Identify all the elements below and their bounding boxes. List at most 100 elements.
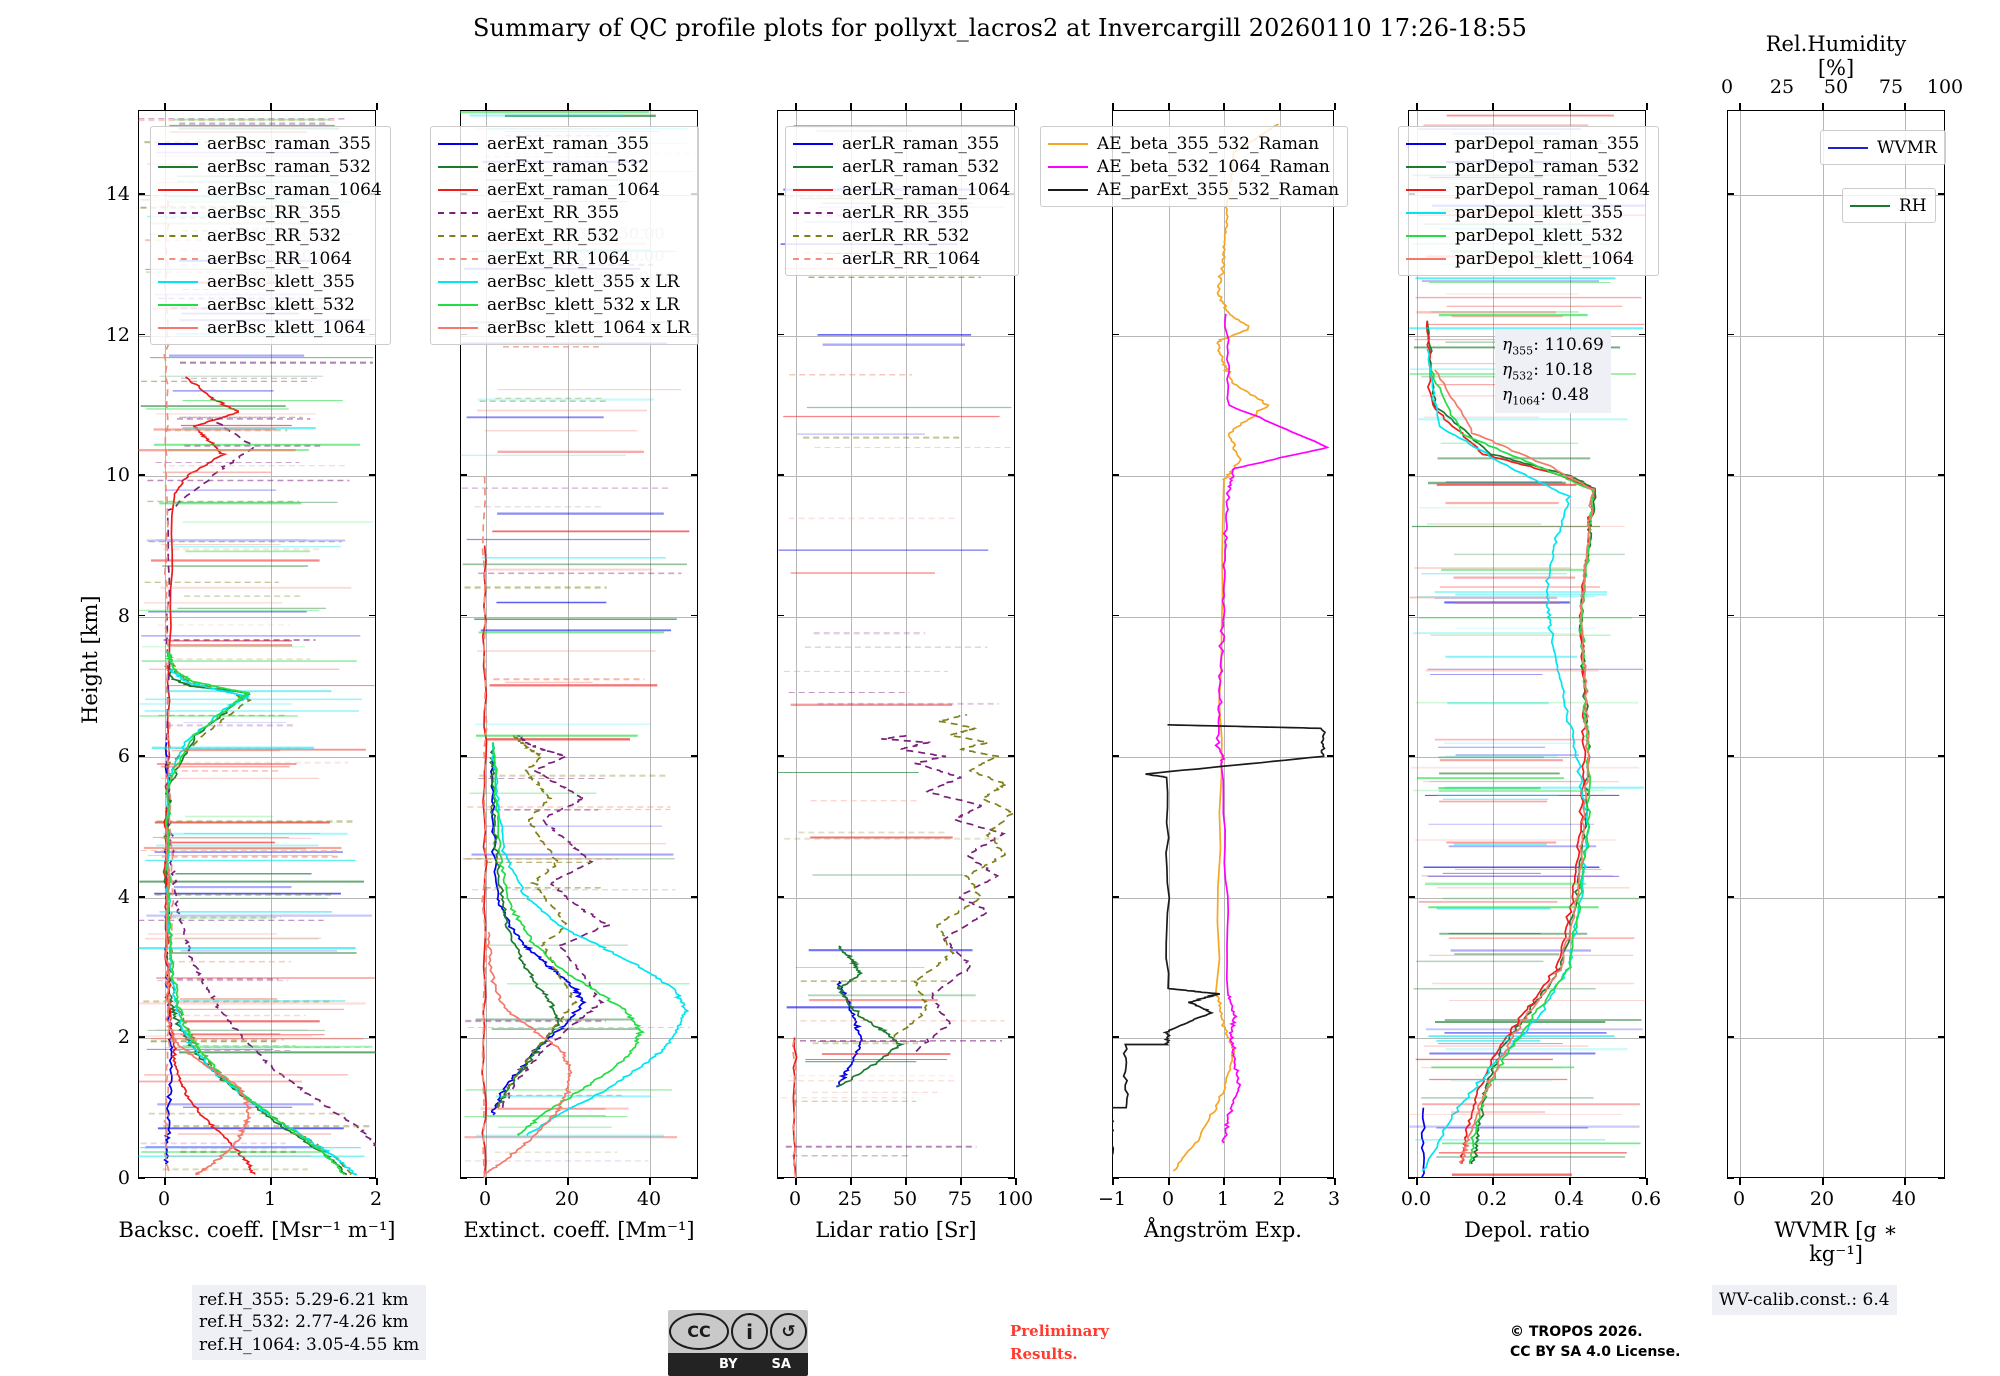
y-tick bbox=[1408, 474, 1415, 476]
legend-label: aerExt_raman_532 bbox=[487, 156, 650, 177]
legend-row: aerLR_raman_355 bbox=[793, 132, 1010, 155]
legend-row: RH bbox=[1850, 194, 1927, 217]
y-tick bbox=[1938, 474, 1945, 476]
y-tick-label: 2 bbox=[117, 1026, 130, 1049]
y-tick bbox=[138, 614, 145, 617]
gridline-h bbox=[1728, 476, 1944, 478]
top-x-tick-label: 25 bbox=[1769, 76, 1795, 98]
legend-swatch bbox=[438, 280, 478, 283]
x-tick-label: 0 bbox=[1161, 1188, 1175, 1210]
legend-label: aerLR_raman_532 bbox=[842, 156, 1000, 177]
x-tick-label: 0 bbox=[478, 1188, 492, 1210]
y-tick-label: 10 bbox=[105, 464, 130, 487]
x-tick bbox=[960, 1178, 962, 1185]
gridline-h bbox=[1728, 335, 1944, 337]
y-tick bbox=[369, 1177, 376, 1179]
legend-row: aerLR_raman_1064 bbox=[793, 178, 1010, 201]
legend-swatch bbox=[1850, 204, 1890, 207]
x-tick-label: 100 bbox=[996, 1188, 1034, 1210]
x-tick-label: 25 bbox=[837, 1188, 863, 1210]
legend-swatch bbox=[793, 211, 833, 214]
y-tick bbox=[369, 895, 376, 898]
y-tick bbox=[1112, 614, 1119, 617]
x-tick bbox=[905, 1178, 907, 1185]
y-tick bbox=[1408, 1036, 1415, 1039]
axis-title-angstrom: Ångström Exp. bbox=[1144, 1218, 1302, 1242]
legend-row: aerBsc_raman_355 bbox=[158, 132, 382, 155]
legend-label: aerExt_RR_532 bbox=[487, 225, 620, 246]
x-tick-label: 0.4 bbox=[1553, 1188, 1585, 1210]
y-tick bbox=[1327, 1036, 1334, 1039]
legend-rh: RH bbox=[1842, 188, 1936, 223]
legend-row: aerLR_RR_355 bbox=[793, 201, 1010, 224]
legend-swatch bbox=[438, 188, 478, 191]
y-tick bbox=[1112, 755, 1119, 757]
x-tick bbox=[1168, 1178, 1170, 1185]
gridline-h bbox=[1728, 757, 1944, 759]
y-tick bbox=[460, 755, 467, 757]
series-aerLR_RR_355 bbox=[881, 734, 1006, 1053]
x-tick bbox=[485, 1178, 487, 1185]
y-tick bbox=[1327, 755, 1334, 757]
series-aerLR_raman_532 bbox=[836, 945, 905, 1088]
y-tick bbox=[1639, 895, 1646, 898]
legend-row: AE_parExt_355_532_Raman bbox=[1048, 178, 1339, 201]
gridline-h bbox=[778, 476, 1014, 478]
y-tick-label: 12 bbox=[105, 323, 130, 346]
x-tick-label: −1 bbox=[1097, 1188, 1127, 1210]
x-tick bbox=[1569, 1178, 1571, 1185]
y-tick bbox=[460, 614, 467, 617]
x-tick-label: 0 bbox=[157, 1188, 171, 1210]
x-tick bbox=[905, 103, 907, 110]
x-tick-label: 0 bbox=[788, 1188, 802, 1210]
legend-row: aerBsc_klett_355 bbox=[158, 270, 382, 293]
legend-label: parDepol_raman_1064 bbox=[1455, 179, 1651, 200]
y-tick bbox=[1938, 614, 1945, 617]
y-tick bbox=[1727, 333, 1734, 336]
gridline-h bbox=[139, 757, 375, 759]
y-tick bbox=[1408, 755, 1415, 757]
y-tick bbox=[777, 755, 784, 757]
series-aerExt_raman_532 bbox=[488, 742, 561, 1109]
gridline-h bbox=[461, 616, 697, 618]
y-tick bbox=[460, 1036, 467, 1039]
y-tick bbox=[1938, 193, 1945, 195]
legend-row: aerExt_raman_355 bbox=[438, 132, 690, 155]
y-tick bbox=[1112, 895, 1119, 898]
legend-swatch bbox=[438, 326, 478, 329]
legend-label: AE_beta_355_532_Raman bbox=[1097, 133, 1320, 154]
top-x-tick-label: 100 bbox=[1926, 76, 1964, 98]
x-tick bbox=[164, 1178, 166, 1185]
y-tick bbox=[1008, 333, 1015, 336]
gridline-v bbox=[1905, 111, 1906, 1177]
y-tick bbox=[369, 1036, 376, 1039]
gridline-h bbox=[1728, 897, 1944, 899]
legend-row: aerLR_RR_532 bbox=[793, 224, 1010, 247]
legend-swatch bbox=[158, 303, 198, 306]
x-tick-label: 0.6 bbox=[1630, 1188, 1662, 1210]
y-tick bbox=[1112, 333, 1119, 336]
gridline-h bbox=[1728, 195, 1944, 197]
y-tick bbox=[1008, 755, 1015, 757]
y-tick bbox=[1008, 895, 1015, 898]
y-tick bbox=[1112, 1177, 1119, 1179]
top-x-tick-label: 75 bbox=[1878, 76, 1904, 98]
x-tick bbox=[1492, 1178, 1494, 1185]
x-tick-label: 40 bbox=[636, 1188, 662, 1210]
y-tick bbox=[777, 614, 784, 617]
y-tick bbox=[1938, 1036, 1945, 1039]
series-parDepol_raman_1064 bbox=[1425, 320, 1595, 1164]
x-tick bbox=[1334, 103, 1336, 110]
preliminary-results-note: Preliminary Results. bbox=[1010, 1322, 1109, 1363]
legend-swatch bbox=[793, 165, 833, 168]
legend-swatch bbox=[438, 211, 478, 214]
y-tick bbox=[460, 895, 467, 898]
axis-title-wvmr-rh: WVMR [g ∗ kg⁻¹] bbox=[1774, 1218, 1898, 1266]
x-tick bbox=[649, 1178, 651, 1185]
y-tick bbox=[138, 895, 145, 898]
series-AE_parExt_355_532_Raman bbox=[1112, 723, 1327, 1160]
gridline-v bbox=[851, 111, 852, 1177]
y-tick bbox=[1008, 1036, 1015, 1039]
top-x-tick-label: 50 bbox=[1823, 76, 1849, 98]
gridline-v bbox=[1169, 111, 1170, 1177]
